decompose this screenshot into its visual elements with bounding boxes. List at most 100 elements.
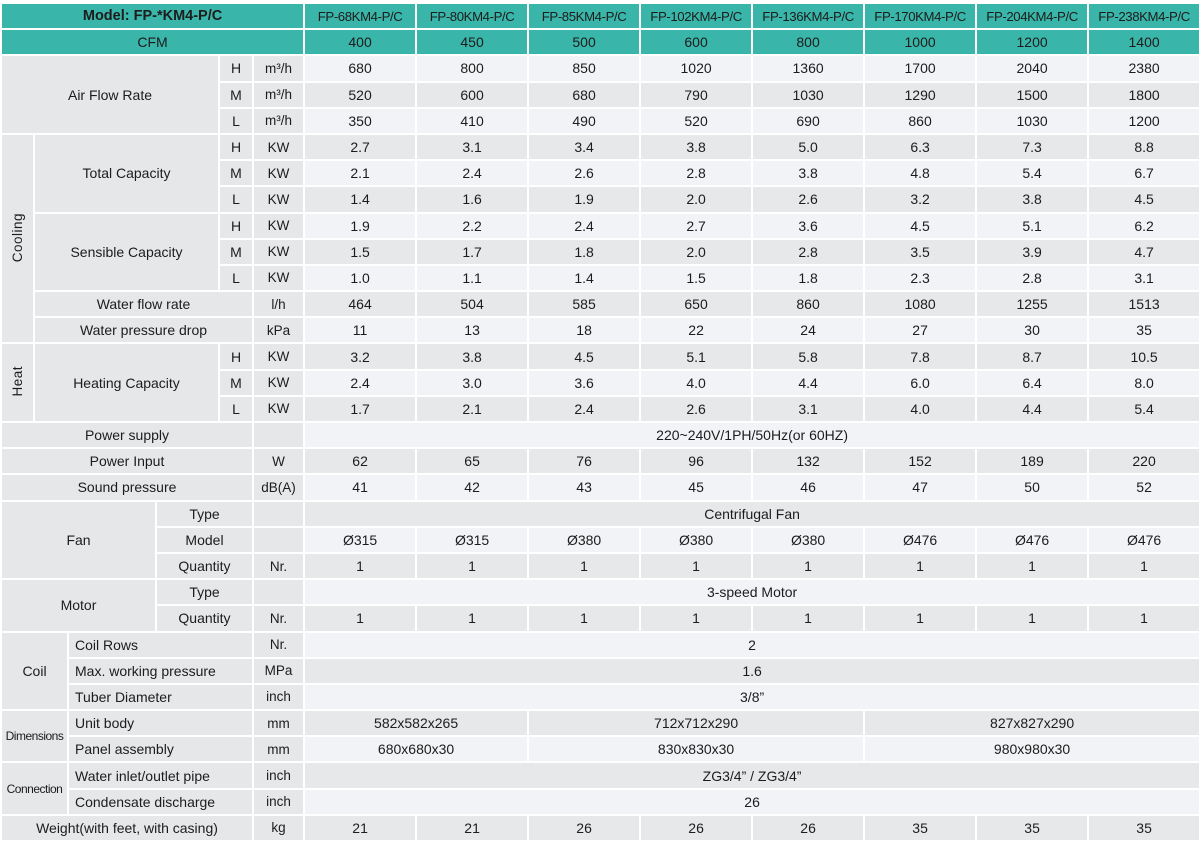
header-row: CFM 400 450 500 600 800 1000 1200 1400 [0,28,1200,57]
unit-cell: Nr. [251,604,306,633]
cfm-value-cell: 1200 [975,28,1090,57]
row-label: Fan [0,499,157,581]
value-cell: 1.6 [415,185,530,214]
unit-cell: m³/h [251,54,306,83]
table-row: Sound pressure dB(A) 41 42 43 45 46 47 50 52 [0,473,1200,502]
value-cell: 5.1 [639,342,754,371]
merged-value-cell: 2 [303,630,1200,659]
value-cell: 3.1 [415,132,530,162]
row-label: Weight(with feet, with casing) [0,813,254,843]
model-header-cell: FP-238KM4-P/C [1087,1,1200,31]
value-cell: 6.3 [863,132,978,162]
value-cell: 152 [863,447,978,476]
value-cell: 1.1 [415,263,530,293]
value-cell: 600 [415,80,530,109]
unit-cell: KW [251,342,306,371]
value-cell: 1700 [863,54,978,83]
value-cell: 76 [527,447,642,476]
merged-value-cell: 1.6 [303,656,1200,685]
value-cell: 585 [527,290,642,319]
value-cell: 3.1 [751,394,866,424]
value-cell: 1 [303,551,418,581]
value-cell: 1.8 [527,237,642,266]
row-label: Coil Rows [67,630,254,659]
unit-cell [251,525,306,554]
cfm-value-cell: 400 [303,28,418,57]
row-label: Coil [0,630,69,712]
table-row: Quantity Nr. 1 1 1 1 1 1 1 1 [1,551,1200,581]
speed-label: H [218,342,254,371]
value-cell: 3.2 [303,342,418,371]
merged-value-cell: 712x712x290 [527,709,866,738]
unit-cell: KW [251,368,306,397]
value-cell: 1500 [975,80,1090,109]
value-cell: 2380 [1087,54,1200,83]
model-header-cell: FP-170KM4-P/C [863,1,978,31]
speed-label: L [218,106,254,135]
table-row: Fan Type Centrifugal Fan [0,499,1200,581]
value-cell: 1 [415,551,530,581]
value-cell: 1020 [639,54,754,83]
merged-value-cell: 582x582x265 [303,709,530,738]
value-cell: 4.0 [639,368,754,397]
row-label: Power supply [0,420,254,450]
unit-cell: inch [251,787,306,816]
speed-label: L [218,263,254,293]
value-cell: 18 [527,316,642,345]
value-cell: 650 [639,290,754,319]
value-cell: 504 [415,290,530,319]
value-cell: 410 [415,106,530,135]
speed-label: H [218,211,254,240]
cfm-value-cell: 1400 [1087,28,1200,57]
value-cell: 26 [527,813,642,843]
value-cell: 7.3 [975,132,1090,162]
cfm-label: CFM [0,28,306,57]
value-cell: 2.2 [415,211,530,240]
merged-value-cell: 220~240V/1PH/50Hz(or 60HZ) [303,420,1200,450]
unit-cell: KW [251,237,306,266]
merged-value-cell: 830x830x30 [527,735,866,764]
row-label: Sensible Capacity [33,211,220,293]
table-row: Power supply 220~240V/1PH/50Hz(or 60HZ) [0,420,1200,450]
unit-cell: kg [251,813,306,843]
value-cell: 4.5 [1087,185,1200,214]
value-cell: 1 [1087,551,1200,581]
merged-value-cell: 980x980x30 [863,735,1200,764]
value-cell: 1 [639,604,754,633]
row-label: Motor [0,578,157,633]
table-row: Quantity Nr. 1 1 1 1 1 1 1 1 [1,604,1200,633]
value-cell: 5.4 [975,159,1090,188]
value-cell: Ø476 [1087,525,1200,554]
row-label: Power Input [0,447,254,476]
value-cell: 10.5 [1087,342,1200,371]
unit-cell: l/h [251,290,306,319]
table-row: M KW 1.5 1.7 1.8 2.0 2.8 3.5 3.9 4.7 [1,237,1200,266]
value-cell: 24 [751,316,866,345]
value-cell: 690 [751,106,866,135]
unit-cell: mm [251,735,306,764]
value-cell: 42 [415,473,530,502]
value-cell: 1.4 [527,263,642,293]
value-cell: Ø476 [863,525,978,554]
value-cell: 860 [863,106,978,135]
section-label-vertical: Cooling [0,132,35,345]
value-cell: 96 [639,447,754,476]
value-cell: 1.8 [751,263,866,293]
value-cell: 1.9 [303,211,418,240]
value-cell: 3.6 [751,211,866,240]
table-row: Motor Type 3-speed Motor [0,578,1200,633]
value-cell: 13 [415,316,530,345]
value-cell: 2.6 [751,185,866,214]
value-cell: Ø315 [415,525,530,554]
value-cell: 3.1 [1087,263,1200,293]
table-row: Panel assembly mm 680x680x30 830x830x30 980x… [1,735,1200,764]
unit-cell: dB(A) [251,473,306,502]
value-cell: 1290 [863,80,978,109]
cfm-value-cell: 1000 [863,28,978,57]
value-cell: 2.6 [639,394,754,424]
unit-cell [251,578,306,607]
value-cell: 3.9 [975,237,1090,266]
value-cell: 8.8 [1087,132,1200,162]
merged-value-cell: 827x827x290 [863,709,1200,738]
